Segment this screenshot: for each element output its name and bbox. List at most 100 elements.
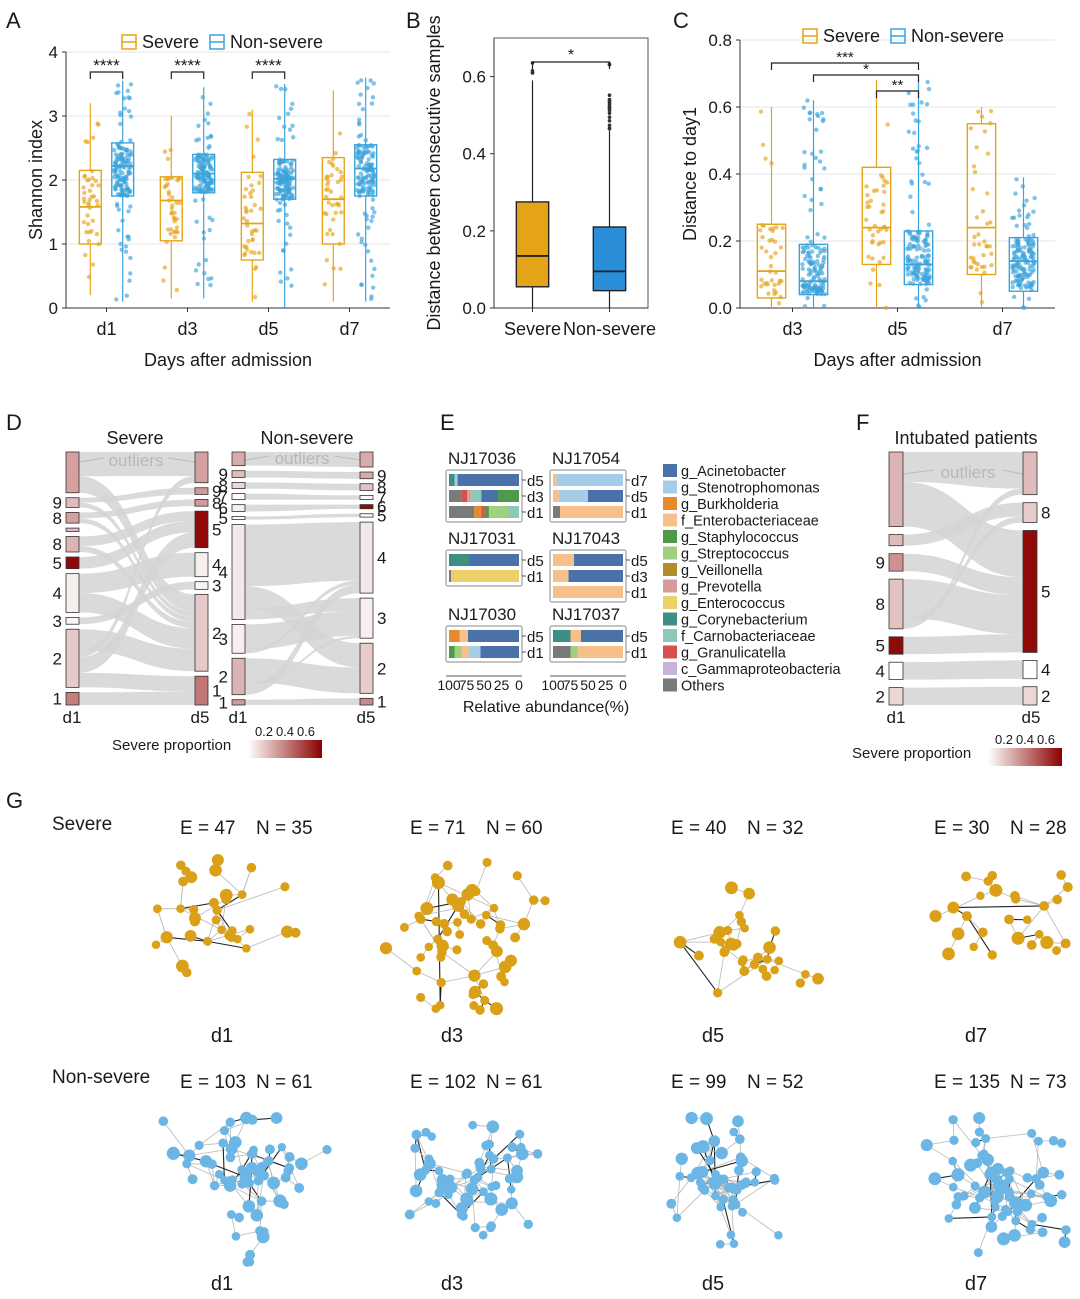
network-node <box>708 1135 721 1147</box>
sankey-node-label: 2 <box>377 659 386 678</box>
data-point <box>208 101 213 107</box>
data-point <box>255 137 261 142</box>
sankey-flow <box>79 499 195 519</box>
panel-b-boxplot: 0.0 0.2 0.4 0.6 Distance between consecutive… <box>424 15 656 339</box>
data-point <box>868 198 874 204</box>
data-point <box>864 217 869 222</box>
data-point <box>370 273 375 278</box>
bar-day-label: d1 <box>527 505 544 522</box>
sankey-flow <box>903 488 1023 629</box>
data-point <box>194 155 199 160</box>
sankey-node-label: 4 <box>1041 661 1050 680</box>
sankey-flow <box>79 487 195 503</box>
network-edge <box>475 862 488 892</box>
y-tick-label: 0.2 <box>708 232 732 251</box>
sankey-node <box>359 483 374 491</box>
data-point <box>876 241 881 247</box>
data-point <box>90 218 96 224</box>
network-node <box>256 1196 267 1206</box>
panel-c-boxplot: 0.0 0.2 0.4 0.6 0.8 Distance to day1 Days afte… <box>680 26 1055 370</box>
network-node <box>1011 931 1025 945</box>
data-point <box>818 283 823 289</box>
data-point <box>1027 267 1032 272</box>
data-point <box>770 228 775 234</box>
data-point <box>356 149 361 154</box>
data-point <box>922 179 928 185</box>
box <box>756 223 787 299</box>
network-node <box>209 863 222 877</box>
bar-segment <box>449 570 452 582</box>
network-node <box>414 911 424 921</box>
data-point <box>278 279 284 284</box>
sankey-node <box>231 699 246 706</box>
legend-label: g_Stenotrophomonas <box>681 481 820 497</box>
sankey-flow <box>79 532 195 673</box>
data-point <box>914 259 919 265</box>
network-node <box>322 1144 332 1155</box>
bar-segment <box>570 630 581 642</box>
network-node <box>502 1153 512 1163</box>
data-point <box>923 260 928 265</box>
sankey-node <box>65 691 80 706</box>
data-point <box>920 172 925 177</box>
x-tick-label: d7 <box>339 319 359 339</box>
data-point <box>170 203 175 208</box>
sankey-x-label: d5 <box>357 708 376 727</box>
bar-segment <box>481 490 498 502</box>
bar-segment <box>457 474 519 486</box>
outlier-point <box>607 126 612 131</box>
data-point <box>194 219 199 224</box>
x-axis-label: Days after admission <box>144 350 312 370</box>
network-edge <box>441 951 475 976</box>
data-point <box>868 281 873 286</box>
network-node <box>987 1212 997 1222</box>
legend-label: g_Granulicatella <box>681 646 787 662</box>
data-point <box>365 85 370 91</box>
data-point <box>822 246 827 251</box>
network-node <box>944 1214 954 1223</box>
network-node <box>971 1137 981 1148</box>
sankey-node <box>1022 451 1038 496</box>
network-day-label: d5 <box>702 1025 724 1047</box>
data-point <box>982 270 987 275</box>
data-point <box>244 208 249 213</box>
sankey-flow <box>245 513 360 520</box>
data-point <box>127 153 132 158</box>
network-node <box>1037 1212 1048 1223</box>
data-point <box>971 164 977 169</box>
sankey-flow <box>245 504 360 512</box>
data-point <box>1019 256 1024 261</box>
data-point <box>327 227 333 233</box>
data-point <box>1020 184 1026 189</box>
sankey-x-label: d1 <box>63 708 82 727</box>
data-point <box>800 266 806 271</box>
network-node <box>151 940 161 950</box>
sankey-node-label: 1 <box>212 682 221 701</box>
data-point <box>358 159 363 164</box>
sankey-node <box>65 451 80 494</box>
data-point <box>195 174 200 179</box>
data-point <box>275 185 281 191</box>
data-point <box>330 163 336 168</box>
data-point <box>124 181 129 187</box>
x-tick-label: 75 <box>563 677 579 693</box>
data-point <box>323 194 329 199</box>
bar-segment <box>480 646 519 658</box>
network-node <box>481 910 491 920</box>
data-point <box>914 255 919 260</box>
data-point <box>865 200 870 205</box>
data-point <box>915 239 920 244</box>
sankey-node-label: 8 <box>876 595 885 614</box>
data-point <box>288 106 294 112</box>
network-node <box>1001 1167 1012 1178</box>
data-point <box>921 239 927 244</box>
sankey-title: Intubated patients <box>894 428 1037 448</box>
data-point <box>923 298 928 303</box>
network-node <box>284 1152 295 1162</box>
network-node <box>738 1207 747 1217</box>
data-point <box>327 159 332 165</box>
data-point <box>116 228 121 233</box>
bar-segment <box>553 506 560 518</box>
legend-swatch <box>663 678 677 692</box>
network-node <box>1062 882 1073 893</box>
